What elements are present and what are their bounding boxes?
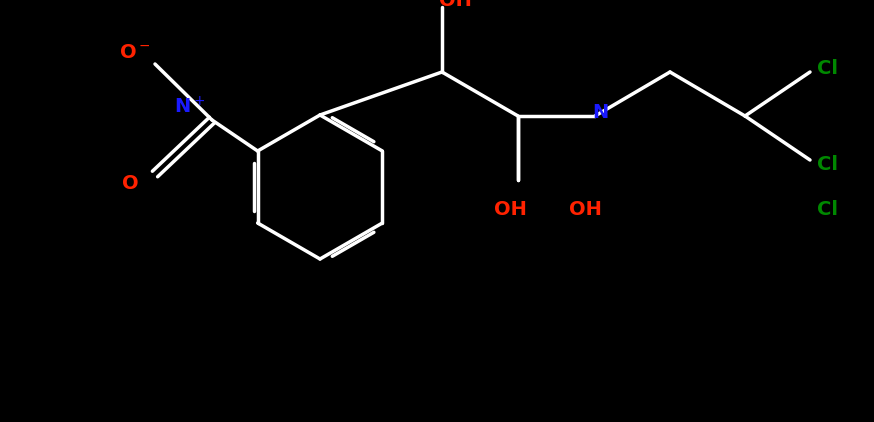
Text: Cl: Cl	[817, 200, 838, 219]
Text: Cl: Cl	[817, 154, 838, 173]
Text: OH: OH	[569, 200, 601, 219]
Text: OH: OH	[494, 200, 526, 219]
Text: N$^+$: N$^+$	[175, 96, 205, 118]
Text: O$^-$: O$^-$	[119, 43, 150, 62]
Text: OH: OH	[439, 0, 471, 10]
Text: Cl: Cl	[817, 59, 838, 78]
Text: O: O	[121, 175, 138, 194]
Text: N: N	[592, 103, 608, 122]
